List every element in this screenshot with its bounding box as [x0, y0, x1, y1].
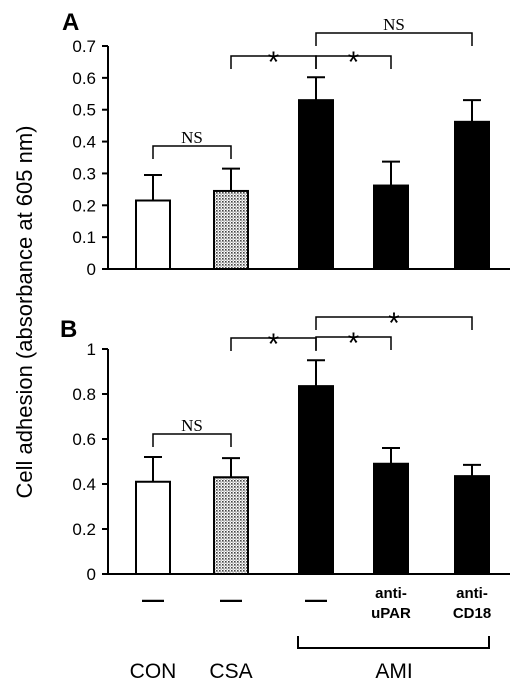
significance-bracket: [315, 316, 473, 330]
y-tick-label: 0.6: [72, 69, 96, 88]
bar-ami-anti-upar: [373, 184, 409, 270]
treatment-label-line: anti-: [375, 585, 407, 602]
significance-label: *: [268, 46, 280, 79]
significance-label: *: [348, 327, 360, 360]
bar-ami: [298, 99, 334, 270]
y-tick-label: 0.2: [72, 196, 96, 215]
significance-label: *: [268, 328, 280, 361]
significance-label: *: [348, 46, 360, 79]
significance-label: NS: [181, 416, 203, 435]
significance-bracket: [315, 336, 392, 350]
bar-ami-anti-cd18: [454, 120, 490, 270]
bar-con: [135, 199, 171, 270]
panel-letter: A: [62, 9, 79, 36]
treatment-label: —: [142, 587, 164, 612]
treatment-label-line: anti-: [456, 585, 488, 602]
y-tick-label: 0.8: [72, 385, 96, 404]
y-tick-label: 1: [87, 340, 96, 359]
treatment-label: anti-uPAR: [371, 585, 411, 622]
significance-label: *: [388, 307, 400, 340]
treatment-label-line: CD18: [453, 605, 491, 622]
y-tick-label: 0.1: [72, 228, 96, 247]
y-tick-label: 0.3: [72, 164, 96, 183]
panel-letter: B: [60, 316, 77, 343]
y-tick-label: 0.5: [72, 101, 96, 120]
significance-bracket: [152, 433, 232, 447]
bar-csa: [213, 189, 249, 270]
bar-csa: [213, 476, 249, 575]
significance-bracket: [152, 145, 232, 159]
ami-group-bracket: [297, 636, 490, 649]
group-label-ami: AMI: [375, 660, 412, 683]
treatment-label: —: [305, 587, 327, 612]
bar-ami-anti-cd18: [454, 475, 490, 575]
treatment-label-line: uPAR: [371, 605, 411, 622]
bar-con: [135, 480, 171, 575]
y-tick-label: 0.4: [72, 475, 96, 494]
y-tick-label: 0: [87, 260, 96, 279]
group-label-con: CON: [130, 660, 177, 683]
bar-ami-anti-upar: [373, 462, 409, 575]
bar-ami: [298, 385, 334, 575]
group-label-csa: CSA: [209, 660, 252, 683]
significance-label: NS: [181, 128, 203, 147]
panel-a: A 0 0.1 0.2 0.3 0.4 0.5 0.6 0.7 NS * * NS: [62, 9, 510, 279]
y-tick-label: 0: [87, 565, 96, 584]
y-axis-title: Cell adhesion (absorbance at 605 nm): [12, 125, 37, 498]
treatment-label: anti- CD18: [453, 585, 491, 622]
panel-b: B 0 0.2 0.4 0.6 0.8 1 NS * * *: [60, 307, 510, 584]
y-tick-label: 0.4: [72, 133, 96, 152]
significance-bracket: [315, 55, 392, 69]
treatment-label: —: [220, 587, 242, 612]
significance-bracket: [315, 32, 473, 46]
y-tick-label: 0.2: [72, 520, 96, 539]
significance-label: NS: [383, 15, 405, 34]
y-tick-label: 0.7: [72, 37, 96, 56]
y-tick-label: 0.6: [72, 430, 96, 449]
